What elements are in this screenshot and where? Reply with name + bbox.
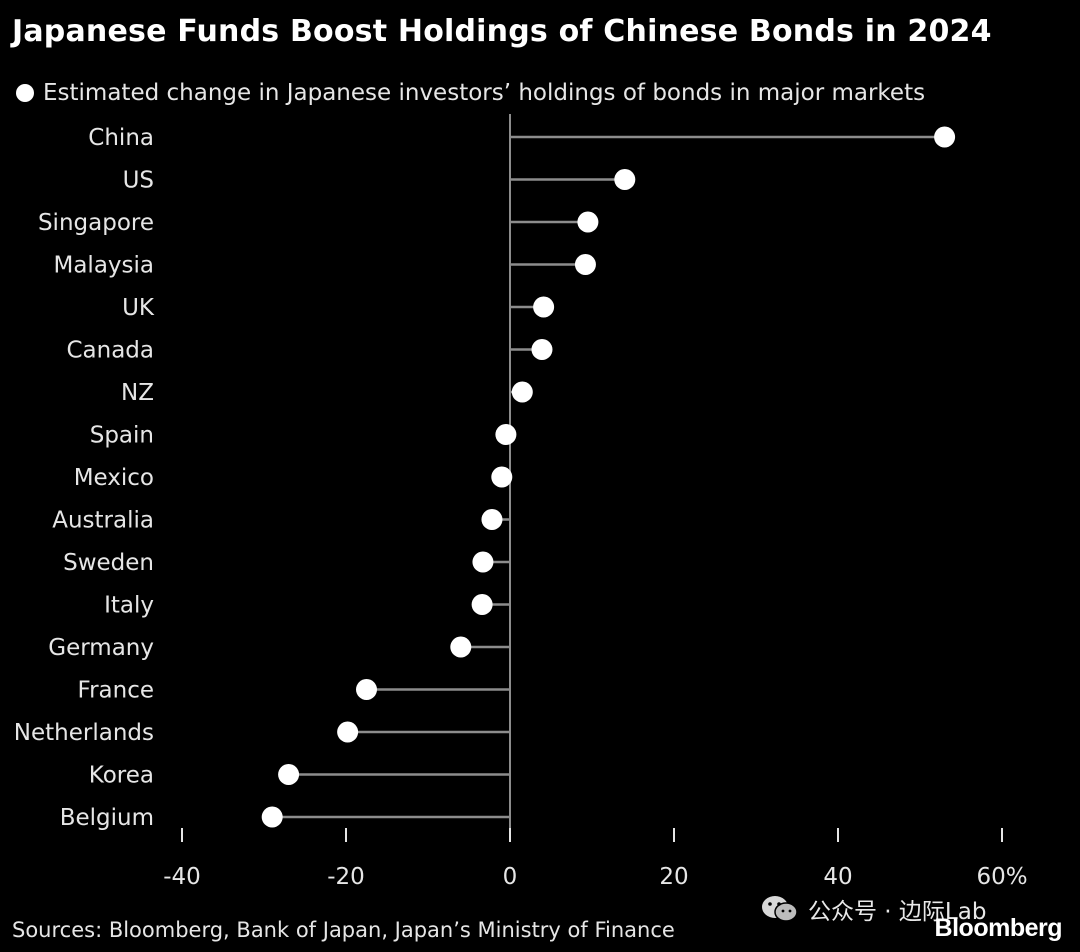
category-label-china: China xyxy=(88,125,154,151)
wechat-watermark: 公众号 · 边际Lab xyxy=(760,892,986,926)
legend-label: Estimated change in Japanese investors’ … xyxy=(43,80,926,106)
chart-title: Japanese Funds Boost Holdings of Chinese… xyxy=(12,14,992,49)
x-tick-label-2: 0 xyxy=(503,864,518,890)
category-label-belgium: Belgium xyxy=(60,805,154,831)
point-korea xyxy=(278,764,300,785)
point-belgium xyxy=(261,806,283,828)
x-tick-label-0: -40 xyxy=(163,864,201,890)
category-label-sweden: Sweden xyxy=(63,550,154,576)
x-tick-label-1: -20 xyxy=(327,864,365,890)
legend-marker-icon xyxy=(16,84,34,102)
source-note: Sources: Bloomberg, Bank of Japan, Japan… xyxy=(12,918,675,942)
point-germany xyxy=(450,636,472,658)
point-china xyxy=(934,126,956,148)
point-italy xyxy=(471,594,493,615)
category-label-uk: UK xyxy=(122,295,155,321)
point-nz xyxy=(511,381,533,403)
category-label-malaysia: Malaysia xyxy=(53,253,154,279)
bloomberg-logo: Bloomberg xyxy=(934,914,1063,942)
category-label-mexico: Mexico xyxy=(74,465,154,491)
category-label-us: US xyxy=(123,168,154,194)
point-netherlands xyxy=(337,721,359,743)
category-label-netherlands: Netherlands xyxy=(14,720,154,746)
category-label-singapore: Singapore xyxy=(38,210,154,236)
category-label-france: France xyxy=(78,678,154,704)
wechat-icon xyxy=(762,896,798,922)
point-malaysia xyxy=(574,254,596,275)
point-sweden xyxy=(472,551,494,573)
x-tick-label-3: 20 xyxy=(659,864,688,890)
point-mexico xyxy=(491,466,513,488)
category-label-australia: Australia xyxy=(52,508,154,534)
category-label-spain: Spain xyxy=(90,423,154,449)
point-france xyxy=(356,679,377,700)
point-singapore xyxy=(577,211,599,233)
category-label-italy: Italy xyxy=(104,593,154,619)
watermark-text: 公众号 · 边际Lab xyxy=(808,899,987,925)
category-label-nz: NZ xyxy=(121,380,154,406)
category-label-germany: Germany xyxy=(48,635,154,661)
point-spain xyxy=(495,424,517,445)
point-uk xyxy=(533,296,555,318)
point-us xyxy=(614,169,636,190)
point-australia xyxy=(481,509,503,530)
x-tick-label-5: 60% xyxy=(976,864,1027,890)
legend: Estimated change in Japanese investors’ … xyxy=(16,80,925,106)
point-canada xyxy=(531,339,553,360)
category-label-korea: Korea xyxy=(89,763,154,789)
x-tick-label-4: 40 xyxy=(823,864,852,890)
category-label-canada: Canada xyxy=(66,338,154,364)
